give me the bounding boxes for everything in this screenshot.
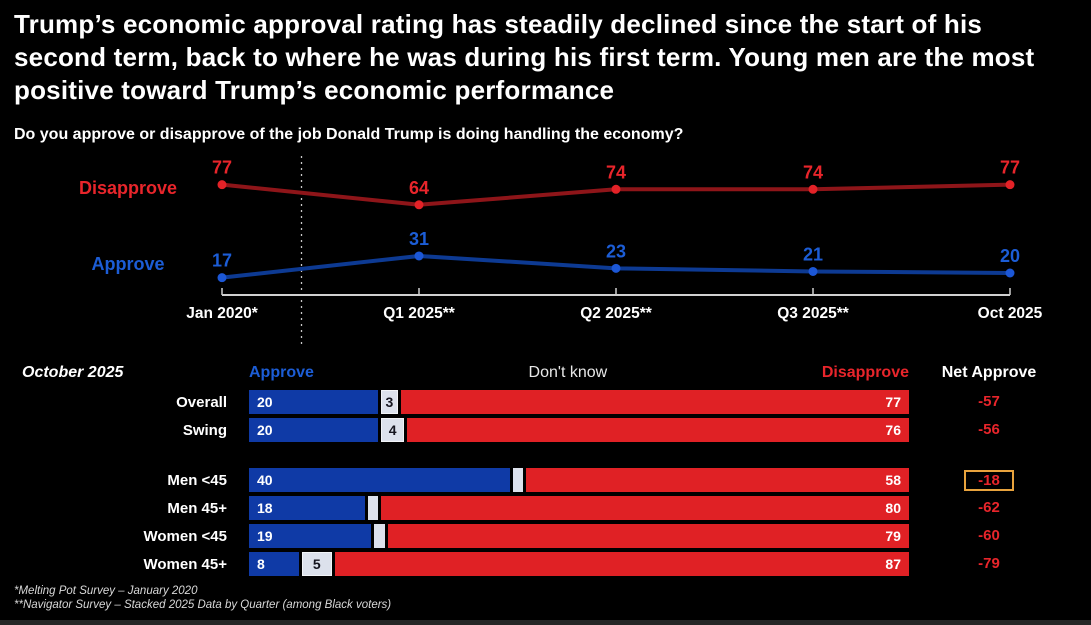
approve-data-point [1005,268,1015,278]
approve-value-label: 21 [803,244,823,264]
bar-row-label: Overall [176,393,227,411]
approve-bar-segment: 19 [249,524,372,548]
approve-data-point [808,266,818,276]
stacked-bar: 8 5 87 [249,552,909,576]
bar-row: Swing 20 4 76 -56 [0,418,1091,442]
dont-know-bar-segment: 4 [381,418,405,442]
dont-know-bar-segment [367,496,378,520]
net-approve-value: -60 [978,527,1000,544]
disapprove-value-label: 77 [1000,158,1020,178]
x-axis-tick-label: Q2 2025** [580,305,652,322]
disapprove-series-legend-label: Disapprove [79,178,177,198]
approve-bar-segment: 18 [249,496,365,520]
approve-value-label: 20 [1000,246,1020,266]
approve-value-label: 31 [409,229,429,249]
bar-row: Men 45+ 18 80 -62 [0,496,1091,520]
approve-series-legend-label: Approve [91,254,164,274]
dont-know-bar-segment: 3 [381,390,398,414]
approve-value-label: 17 [212,251,232,271]
bar-chart-header-row: October 2025 Approve Don't know Disappro… [0,360,1091,386]
page-title: Trump’s economic approval rating has ste… [14,9,1035,106]
bar-row-label: Men 45+ [167,499,227,517]
chart-question-subtitle: Do you approve or disapprove of the job … [14,126,684,143]
disapprove-bar-segment: 58 [526,468,909,492]
bar-row-label: Women 45+ [143,555,227,573]
x-axis-tick-label: Q1 2025** [383,305,455,322]
disapprove-column-header: Disapprove [821,364,909,381]
disapprove-data-point [414,200,424,210]
approve-bar-segment: 20 [249,418,378,442]
bar-row: Women 45+ 8 5 87 -79 [0,552,1091,576]
stacked-bar: 19 79 [249,524,909,548]
disapprove-bar-segment: 87 [334,552,909,576]
stacked-bar: 18 80 [249,496,909,520]
disapprove-bar-segment: 77 [400,390,909,414]
window-bottom-edge [0,620,1091,625]
approve-column-header: Approve [249,364,314,381]
bar-row-label: Men <45 [167,471,227,489]
footnote-1: *Melting Pot Survey – January 2020 [14,585,198,597]
stacked-bar: 40 58 [249,468,909,492]
bar-row: Overall 20 3 77 -57 [0,390,1091,414]
disapprove-bar-segment: 79 [387,524,909,548]
net-approve-cell: -60 [909,527,1069,545]
dont-know-bar-segment [374,524,385,548]
net-approve-value: -57 [978,393,1000,410]
net-approve-value: -56 [978,421,1000,438]
net-approve-column-header: Net Approve [941,364,1037,381]
footnotes: *Melting Pot Survey – January 2020 **Nav… [14,584,391,613]
disapprove-value-label: 77 [212,158,232,178]
net-approve-value: -62 [978,499,1000,516]
net-approve-cell: -56 [909,421,1069,439]
disapprove-data-point [611,184,621,194]
dont-know-bar-segment [513,468,524,492]
net-approve-cell: -57 [909,393,1069,411]
approve-data-point [217,273,227,283]
disapprove-bar-segment: 80 [380,496,909,520]
disapprove-value-label: 74 [606,162,626,182]
footnote-2: **Navigator Survey – Stacked 2025 Data b… [14,599,392,612]
bar-row: Men <45 40 58 -18 [0,468,1091,492]
demographic-breakdown-section: October 2025 Approve Don't know Disappro… [0,360,1091,580]
net-approve-cell: -18 [909,469,1069,491]
bar-row: Women <45 19 79 -60 [0,524,1091,548]
stacked-bar: 20 3 77 [249,390,909,414]
bar-row-label: Women <45 [143,527,227,545]
net-approve-value-highlighted: -18 [964,469,1014,491]
approve-data-point [611,263,621,273]
disapprove-data-point [1005,180,1015,190]
approve-bar-segment: 20 [249,390,378,414]
bar-chart-column-headers: Approve Don't know Disapprove [227,364,909,382]
disapprove-data-point [808,184,818,194]
bar-row-label: Swing [182,421,227,439]
net-approve-value: -79 [978,555,1000,572]
grouped-bar-rows: Overall 20 3 77 -57 Swing 20 4 76 -56 Men <45 40 58 -… [0,390,1091,576]
x-axis-tick-label: Jan 2020* [186,305,258,322]
x-axis-tick-label: Q3 2025** [777,305,849,322]
stacked-bar: 20 4 76 [249,418,909,442]
disapprove-bar-segment: 76 [407,418,909,442]
net-approve-cell: -79 [909,555,1069,573]
approve-bar-segment: 40 [249,468,510,492]
approve-data-point [414,251,424,261]
dont-know-column-header: Don't know [528,364,608,381]
bar-chart-period-label: October 2025 [22,364,124,381]
disapprove-data-point [217,180,227,190]
approve-bar-segment: 8 [249,552,299,576]
approval-trend-line-chart: Jan 2020* Q1 2025** Q2 2025** Q3 2025** Oct … [79,156,1043,345]
disapprove-value-label: 74 [803,162,823,182]
net-approve-cell: -62 [909,499,1069,517]
approve-value-label: 23 [606,241,626,261]
dont-know-bar-segment: 5 [301,552,332,576]
group-spacer [0,446,1091,468]
disapprove-value-label: 64 [409,178,429,198]
x-axis-tick-label: Oct 2025 [978,305,1043,322]
